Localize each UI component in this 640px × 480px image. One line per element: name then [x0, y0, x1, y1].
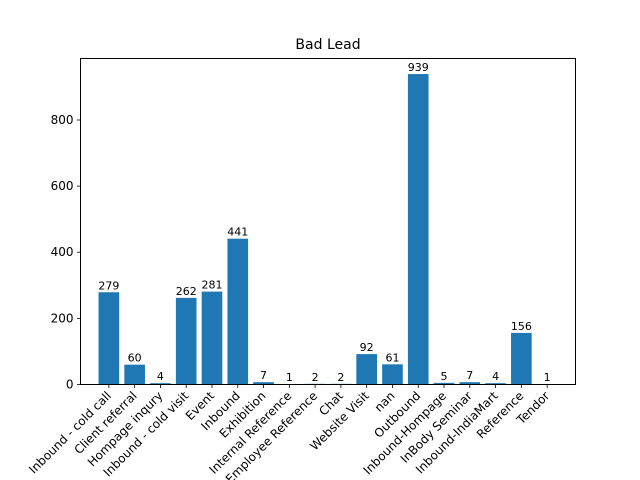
bar [98, 292, 120, 385]
data-label: 279 [98, 279, 119, 292]
bar [227, 238, 249, 385]
data-label: 281 [201, 279, 222, 292]
chart-title: Bad Lead [295, 37, 360, 53]
data-labels: 279 60 4 262 281 441 7 1 2 2 92 61 939 5 7 4 156 1 [98, 61, 550, 384]
data-label: 441 [227, 226, 248, 239]
data-label: 5 [441, 370, 448, 383]
data-label: 1 [544, 371, 551, 384]
bars [98, 74, 558, 385]
data-label: 60 [128, 352, 142, 365]
data-label: 4 [157, 370, 164, 383]
y-tick-label: 600 [51, 179, 74, 193]
bar [407, 74, 429, 385]
plot-frame [80, 58, 576, 385]
data-label: 2 [337, 371, 344, 384]
data-label: 939 [408, 61, 429, 74]
bar [150, 383, 171, 385]
bar [124, 364, 145, 385]
bar [485, 383, 506, 385]
bar [433, 382, 455, 385]
data-label: 7 [260, 369, 267, 382]
bar [253, 382, 274, 385]
data-label: 2 [312, 371, 319, 384]
data-label: 262 [176, 285, 197, 298]
bar [356, 354, 377, 385]
data-label: 61 [385, 351, 399, 364]
y-tick-label: 0 [66, 378, 74, 392]
data-label: 1 [286, 371, 293, 384]
bar [382, 364, 403, 385]
y-tick-label: 400 [51, 245, 74, 259]
data-label: 7 [466, 369, 473, 382]
y-axis: 0 200 400 600 800 [51, 113, 81, 392]
bar [175, 297, 197, 385]
bar [201, 291, 223, 385]
y-tick-label: 200 [51, 311, 74, 325]
bar [511, 332, 532, 385]
bar [459, 382, 481, 385]
data-label: 156 [511, 320, 532, 333]
data-label: 92 [360, 341, 374, 354]
data-label: 4 [492, 370, 499, 383]
y-tick-label: 800 [51, 113, 74, 127]
